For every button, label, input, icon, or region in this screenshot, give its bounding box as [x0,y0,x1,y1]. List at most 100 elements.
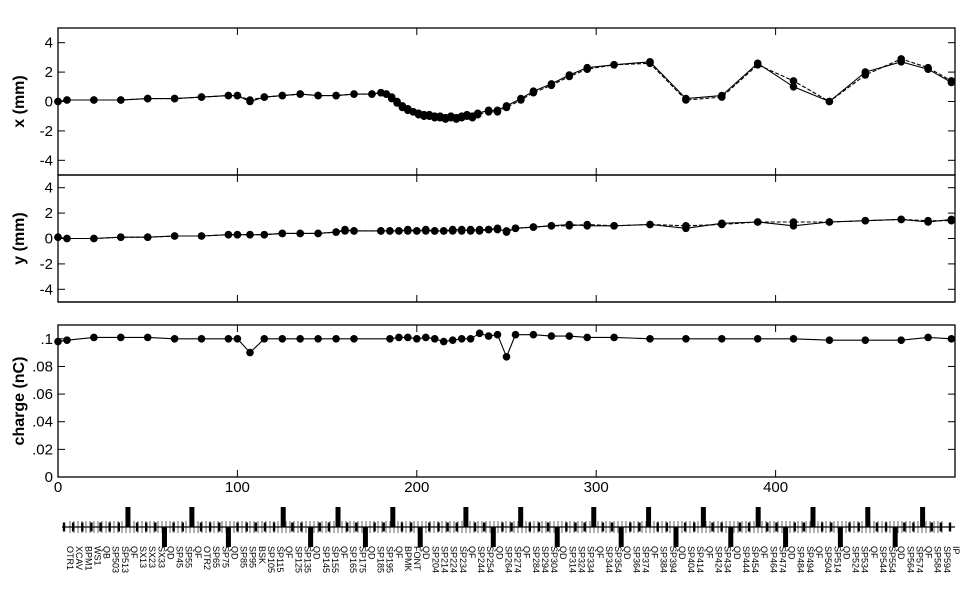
data-point [682,335,690,343]
element-marker [948,522,952,532]
element-label: BSK [257,546,267,564]
quadrupole-marker [700,507,706,527]
element-label: FONT [412,546,422,571]
element-marker [711,522,714,532]
y-tick-label: 2 [45,205,53,222]
element-marker [446,522,449,532]
element-label: SP444 [741,546,751,573]
y-tick-label: 2 [45,64,53,81]
element-marker [154,522,157,532]
data-point [517,96,525,104]
element-label: SP503 [111,546,121,573]
x-tick-label: 0 [54,479,62,496]
data-point [404,333,412,342]
data-point [529,330,538,339]
data-point [54,337,62,346]
data-point [646,59,654,68]
element-marker [71,522,75,532]
quadrupole-marker [490,527,496,547]
data-point [170,232,179,240]
element-marker [382,522,385,532]
data-point [170,335,179,343]
element-marker [501,522,504,532]
data-point [861,216,870,225]
quadrupole-marker [335,507,341,527]
y-tick-label: 0 [45,469,53,486]
element-label: SP334 [586,546,596,573]
data-point [278,229,287,238]
y-tick-label: .06 [32,386,53,403]
data-point [861,71,870,79]
data-point [382,90,391,98]
element-label: SP394 [668,546,678,573]
element-label: SP75 [220,546,230,568]
data-point [718,335,726,343]
panel-3: 0 .02 .04 .06 .08 .1 charge (nC) 0 100 200 300 400 [11,324,956,496]
element-label: SP434 [723,546,733,573]
y-tick-label: 4 [45,180,53,197]
quadrupole-marker [618,527,624,547]
data-point [350,227,358,235]
data-point [143,94,152,103]
element-label: SP514 [832,546,842,573]
quadrupole-marker [463,507,469,527]
data-point [224,230,233,239]
data-point [314,335,322,343]
data-point [610,222,618,230]
element-label: QB [102,546,112,559]
data-point [897,336,905,345]
data-point [502,227,511,235]
data-point [430,227,439,235]
data-point [332,91,340,100]
data-point [422,333,430,342]
element-label: QD [841,546,851,560]
series-line [57,332,952,359]
element-marker [482,522,486,532]
element-label: SP294 [540,546,550,573]
data-point [511,330,520,339]
element-label: SP414 [695,546,705,573]
element-label: OTR2 [202,546,212,570]
data-point [789,335,798,343]
element-label: SP494 [805,546,815,573]
quadrupole-marker [189,507,195,527]
element-marker [473,522,477,532]
element-marker [172,522,175,532]
data-point [413,227,421,235]
element-marker [373,522,376,532]
element-label: SP224 [449,546,459,573]
element-label: SP344 [604,546,614,573]
y-tick-label: 4 [45,35,53,52]
element-marker [848,522,851,532]
data-point [117,333,125,342]
element-label: SP195 [385,546,395,573]
data-point [547,81,556,90]
element-marker [254,522,258,532]
element-label: SP404 [686,546,696,573]
data-point [296,229,305,238]
element-marker [720,522,723,532]
element-label: SP165 [348,546,358,573]
element-marker [345,522,349,532]
quadrupole-marker [755,507,761,527]
data-point [947,335,956,343]
element-label: SP364 [631,546,641,573]
data-point [897,215,905,224]
data-point [260,93,269,101]
data-point [493,108,502,116]
data-point [457,227,466,235]
element-label: QD [896,546,906,560]
y-tick-label: 0 [45,231,53,248]
data-point [475,225,484,234]
y-tick-label: 0 [45,94,53,111]
data-point [789,218,798,226]
data-point [583,333,591,342]
element-label: QD [366,546,376,560]
data-point [924,63,932,72]
element-marker [738,522,742,532]
element-label: SP504 [823,546,833,573]
data-point [924,216,932,225]
element-label: SP374 [640,546,650,573]
data-point [610,61,618,69]
